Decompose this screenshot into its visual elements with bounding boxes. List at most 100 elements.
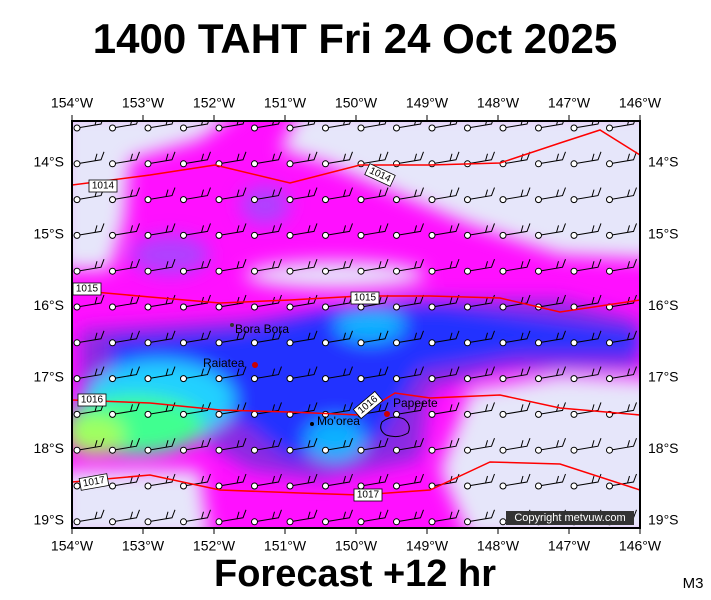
station	[570, 124, 578, 132]
station	[428, 160, 436, 168]
station	[499, 196, 507, 204]
station	[499, 410, 507, 418]
barb	[254, 223, 282, 236]
station	[535, 339, 542, 347]
precipitation-field	[72, 121, 640, 528]
barb	[467, 151, 495, 165]
station	[428, 410, 436, 418]
station	[535, 375, 542, 383]
barb	[360, 223, 389, 236]
barb	[538, 151, 566, 165]
barb	[360, 509, 389, 523]
barb	[325, 187, 353, 201]
lat-label: 19°S	[648, 512, 679, 528]
station	[109, 303, 116, 311]
barb	[360, 473, 389, 487]
station	[357, 196, 365, 204]
station	[180, 375, 187, 383]
barb	[147, 151, 176, 165]
station	[570, 160, 578, 168]
barb	[502, 438, 531, 451]
lat-label: 15°S	[648, 225, 679, 241]
station	[286, 518, 294, 526]
barb	[289, 509, 318, 523]
station	[251, 267, 258, 275]
barb	[573, 294, 602, 308]
station	[464, 303, 471, 311]
station	[144, 482, 152, 490]
barb	[76, 223, 105, 236]
barb	[254, 473, 282, 487]
isobar-label: 1015	[350, 291, 380, 305]
barb	[538, 294, 566, 308]
barb	[76, 509, 105, 523]
coastline-tahiti	[380, 416, 410, 438]
barb	[609, 223, 637, 236]
station	[215, 446, 223, 454]
lon-label: 153°W	[122, 538, 165, 554]
station	[464, 231, 471, 239]
lon-label: 147°W	[548, 538, 591, 554]
barb	[183, 294, 211, 308]
lat-label: 15°S	[33, 225, 64, 241]
station	[144, 518, 152, 526]
barb	[289, 438, 318, 451]
barb	[467, 223, 495, 236]
barb	[289, 259, 318, 272]
barb	[183, 259, 211, 272]
isobar-label-box	[77, 393, 107, 407]
station	[144, 267, 152, 275]
station	[215, 196, 223, 204]
barb	[609, 151, 637, 165]
lon-label: 153°W	[122, 95, 165, 111]
station	[393, 124, 400, 132]
barb	[325, 509, 353, 523]
station	[535, 160, 542, 168]
isobar-label-text: 1014	[92, 181, 115, 192]
barb	[502, 402, 531, 415]
isobar-label-text: 1016	[81, 395, 104, 406]
station	[464, 196, 471, 204]
station	[286, 231, 294, 239]
station	[144, 375, 152, 383]
barb	[325, 223, 353, 236]
barb	[573, 330, 602, 344]
barb	[76, 294, 105, 308]
station	[180, 482, 187, 490]
barb	[254, 330, 282, 344]
barb	[396, 151, 424, 165]
barb	[396, 330, 424, 344]
barb	[467, 187, 495, 201]
station	[215, 410, 223, 418]
barb	[431, 509, 460, 523]
station	[357, 303, 365, 311]
station	[251, 303, 258, 311]
isobar-label-box	[78, 473, 110, 491]
station	[180, 231, 187, 239]
barb	[289, 187, 318, 201]
barb	[183, 366, 211, 380]
barb	[183, 151, 211, 165]
barb	[360, 187, 389, 201]
barb	[147, 366, 176, 380]
barb	[112, 402, 140, 415]
station	[180, 339, 187, 347]
station	[215, 518, 223, 526]
station	[499, 375, 507, 383]
lon-label: 154°W	[51, 95, 94, 111]
station	[606, 446, 613, 454]
station	[144, 196, 152, 204]
station	[109, 267, 116, 275]
station	[251, 124, 258, 132]
station	[73, 482, 81, 490]
barb	[183, 438, 211, 451]
station	[606, 339, 613, 347]
barb	[467, 473, 495, 487]
barb	[502, 366, 531, 380]
isobar-label-text: 1017	[82, 475, 106, 490]
station	[535, 410, 542, 418]
place-label: Bora Bora	[235, 322, 289, 336]
barb	[147, 187, 176, 201]
lat-label: 18°S	[33, 440, 64, 456]
station	[73, 160, 81, 168]
